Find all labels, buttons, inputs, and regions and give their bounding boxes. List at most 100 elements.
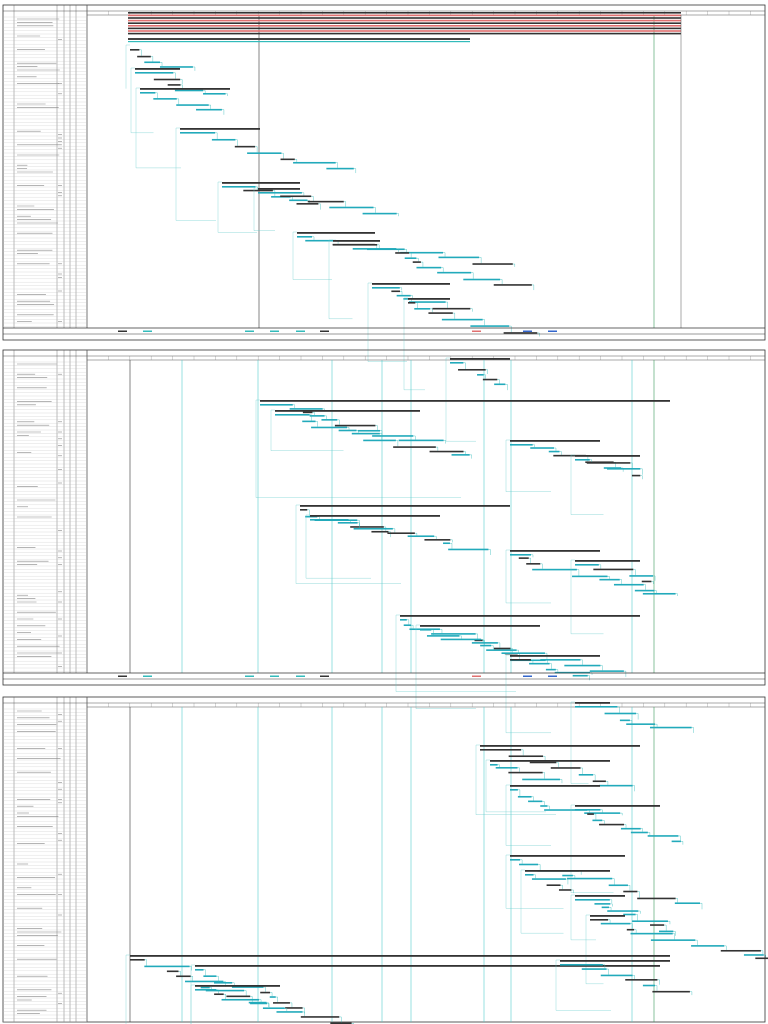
dependency-link [576,569,580,576]
gantt-panel [2,4,766,391]
summary-bar [310,515,440,517]
task-bar [437,271,472,274]
task-bar [548,450,560,453]
gantt-panel [2,696,768,1024]
legend-swatch [270,675,279,677]
dependency-link [259,999,262,1003]
task-bar [416,266,442,269]
task-bar [642,592,676,595]
dependency-link [301,192,305,196]
dependency-link [763,954,766,958]
task-bar [522,778,560,781]
legend-swatch [118,675,127,677]
task-bar [755,957,768,960]
task-bar [289,199,308,202]
task-bar [441,318,483,321]
task-bar [273,1002,290,1004]
task-bar [637,897,676,900]
critical-bar [128,30,681,32]
summary-bar [480,745,640,747]
dependency-link [610,903,613,907]
task-bar [647,835,679,837]
task-bar [550,767,581,769]
dependency-link [602,964,606,969]
dependency-link [471,272,474,279]
dependency-link [416,257,419,262]
dependency-link [311,196,314,201]
dependency-link [270,409,344,451]
task-bar [243,189,273,192]
task-bar [600,974,633,977]
task-bar [276,1011,303,1013]
dependency-link [512,263,516,267]
dependency-link [691,727,694,733]
task-bar [357,429,381,432]
dependency-link [445,357,476,442]
task-bar [495,767,518,769]
summary-bar [300,505,510,507]
dependency-link [598,564,602,569]
task-bar [371,530,389,533]
dependency-link [560,884,563,890]
dependency-link [760,950,764,955]
task-bar [285,1007,303,1009]
dependency-link [463,362,466,369]
dependency-link [580,767,583,775]
dependency-link [638,910,641,914]
task-bar [400,619,407,621]
task-bar [393,446,436,448]
task-bar [140,92,156,94]
dependency-link [216,975,219,982]
task-bar [529,662,550,665]
dependency-link [571,889,574,894]
dependency-link [635,914,638,921]
dependency-link [203,90,206,93]
task-bar [531,878,566,880]
dependency-link [125,954,130,1024]
dependency-link [263,986,266,992]
dependency-link [517,767,520,772]
task-bar [604,712,637,715]
dependency-link [315,421,318,427]
legend-swatch [143,330,152,332]
dependency-link [463,451,466,455]
task-bar [450,362,464,364]
task-bar [649,726,692,729]
dependency-link [540,563,543,569]
dependency-link [294,159,298,162]
dependency-link [216,989,219,994]
task-bar [659,930,674,933]
dependency-link [620,812,623,816]
dependency-link [627,885,631,891]
dependency-link [497,642,501,648]
dependency-link [469,454,472,459]
dependency-link [570,894,596,941]
task-bar [471,642,498,644]
task-bar [310,519,349,521]
dependency-link [485,369,488,375]
summary-bar [140,88,230,90]
task-bar [185,980,224,983]
summary-bar [372,283,450,285]
dependency-link [435,446,439,451]
task-bar [408,302,416,304]
dependency-link [430,308,433,313]
summary-bar [575,455,640,457]
dependency-link [505,854,564,909]
task-bar [529,761,557,764]
dependency-link [414,533,418,536]
dependency-link [607,576,610,579]
summary-bar [575,560,640,562]
dependency-link [292,231,332,280]
dependency-link [324,415,327,420]
task-bar [234,145,256,148]
task-bar [544,809,588,811]
legend-swatch [548,675,557,677]
dependency-link [689,991,693,996]
dependency-link [410,295,413,299]
dependency-link [189,966,192,971]
task-bar [159,66,193,68]
summary-bar [222,182,300,184]
dependency-link [255,146,258,153]
